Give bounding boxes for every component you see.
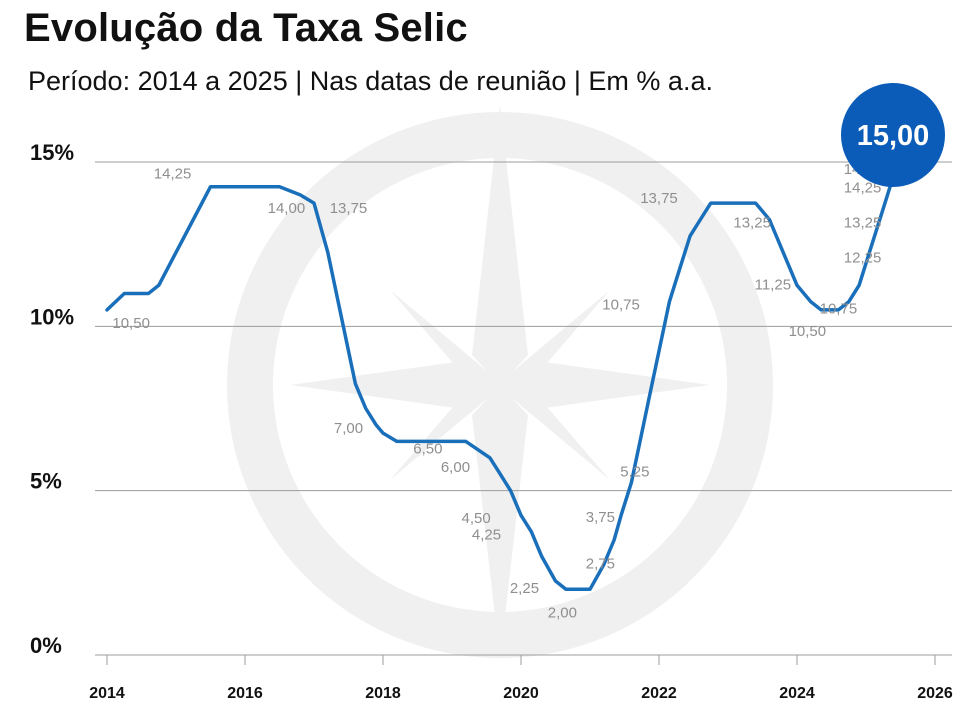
data-label: 13,75 bbox=[640, 190, 678, 207]
data-label: 11,25 bbox=[755, 276, 791, 293]
data-label: 10,75 bbox=[820, 301, 858, 318]
x-axis: 2014 2016 2018 2020 2022 2024 2026 bbox=[89, 685, 953, 702]
data-label: 10,50 bbox=[112, 315, 150, 332]
y-tick-label: 5% bbox=[30, 469, 62, 494]
y-tick-label: 0% bbox=[30, 633, 62, 658]
badge-circle bbox=[841, 83, 945, 187]
data-label: 7,00 bbox=[334, 420, 363, 437]
x-tick-label: 2014 bbox=[89, 685, 125, 702]
data-label: 2,25 bbox=[510, 580, 539, 597]
data-label: 13,75 bbox=[330, 200, 368, 217]
data-label: 4,25 bbox=[472, 526, 501, 543]
watermark-star-west bbox=[290, 360, 500, 410]
y-tick-label: 10% bbox=[30, 304, 74, 329]
data-label: 14,25 bbox=[844, 180, 882, 197]
data-label: 5,25 bbox=[620, 463, 649, 480]
data-label: 12,25 bbox=[844, 249, 882, 266]
data-labels: 10,50 14,25 14,00 13,75 7,00 6,50 6,00 4,504,25… bbox=[112, 161, 881, 621]
y-axis: 0% 5% 10% 15% bbox=[30, 140, 74, 658]
data-label: 10,75 bbox=[602, 297, 640, 314]
data-label: 6,50 bbox=[413, 440, 442, 457]
current-rate-badge: 15,00 bbox=[841, 83, 945, 187]
data-label: 14,25 bbox=[154, 166, 192, 183]
watermark-star-ne bbox=[500, 290, 610, 392]
watermark-star-sw bbox=[390, 378, 500, 480]
series-lines bbox=[105, 160, 910, 592]
watermark-star-east bbox=[500, 360, 710, 410]
grid-lines bbox=[95, 161, 952, 665]
chart-title: Evolução da Taxa Selic bbox=[24, 6, 468, 50]
chart-subtitle: Período: 2014 a 2025 | Nas datas de reun… bbox=[28, 66, 713, 96]
compass-watermark bbox=[227, 105, 773, 660]
x-tick-label: 2018 bbox=[365, 685, 401, 702]
watermark-star-nw bbox=[390, 290, 500, 392]
selic-series-line bbox=[105, 160, 910, 592]
watermark-star-north bbox=[472, 105, 528, 385]
data-label: 6,00 bbox=[441, 459, 470, 476]
badge-value: 15,00 bbox=[857, 120, 930, 152]
data-label: 2,75 bbox=[586, 556, 615, 573]
data-label: 14,00 bbox=[268, 200, 306, 217]
data-label: 10,50 bbox=[789, 323, 827, 340]
data-label: 4,50 bbox=[462, 510, 491, 527]
data-label: 13,25 bbox=[844, 215, 882, 232]
x-tick-label: 2024 bbox=[779, 685, 815, 702]
y-tick-label: 15% bbox=[30, 140, 74, 165]
x-tick-label: 2016 bbox=[227, 685, 263, 702]
data-label: 2,00 bbox=[548, 604, 577, 621]
data-label: 13,25 bbox=[733, 215, 771, 232]
x-tick-label: 2022 bbox=[641, 685, 677, 702]
watermark-star-se bbox=[500, 378, 610, 480]
x-tick-label: 2020 bbox=[503, 685, 539, 702]
data-label: 3,75 bbox=[586, 509, 615, 526]
x-tick-label: 2026 bbox=[917, 685, 953, 702]
